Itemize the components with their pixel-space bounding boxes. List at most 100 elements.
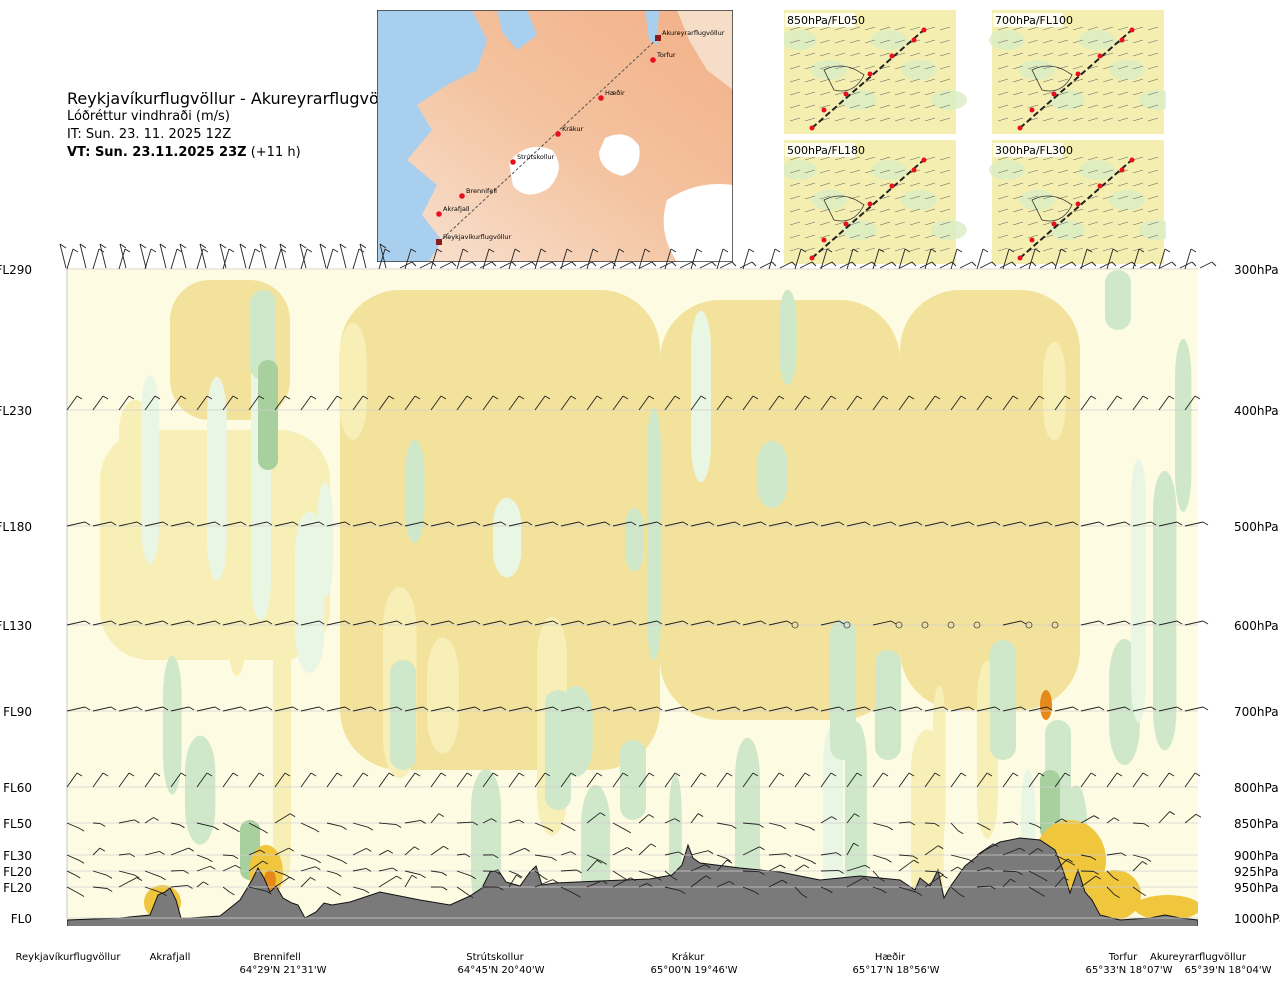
wind-barb [222, 620, 247, 626]
wind-barb [99, 243, 107, 269]
wind-barb [739, 261, 757, 269]
wind-barb [248, 706, 273, 712]
wind-barb [664, 818, 681, 824]
wind-barb [820, 521, 845, 527]
wind-barb [1184, 813, 1202, 824]
wind-barb [274, 706, 299, 712]
wind-barb [144, 521, 169, 527]
wind-barb [118, 620, 143, 626]
wind-barb [1132, 886, 1146, 897]
wind-barb [326, 248, 339, 270]
sinking-area [250, 290, 276, 380]
wind-barb [560, 851, 577, 856]
wind-barb [534, 395, 551, 411]
chart-title: Reykjavíkurflugvöllur - Akureyrarflugvöl… [67, 89, 405, 108]
wind-barb [872, 772, 889, 788]
wind-barb [898, 821, 916, 826]
level-map: 700hPa/FL100 [989, 10, 1166, 134]
wind-barb [1028, 886, 1045, 897]
wind-barb [742, 521, 767, 527]
wind-barb [664, 706, 689, 712]
wind-barb [534, 706, 559, 712]
wind-barb [820, 852, 842, 857]
wind-barb [898, 395, 915, 411]
wind-barb [898, 859, 920, 872]
flight-level-label: FL60 [3, 781, 32, 795]
wind-barb [300, 521, 325, 527]
wind-barb [1106, 886, 1120, 899]
wind-barb [924, 395, 941, 411]
wind-barb [352, 620, 377, 626]
wind-barb [352, 867, 372, 872]
wind-barb [118, 877, 143, 888]
wind-barb [118, 248, 131, 270]
wind-barb [1080, 875, 1102, 888]
wind-barb [404, 870, 426, 879]
wind-barb [794, 886, 808, 899]
wind-barb [1054, 395, 1071, 411]
wind-barb [326, 822, 347, 830]
wind-barb [742, 822, 764, 828]
wind-barb [586, 706, 611, 712]
wind-barb [222, 864, 241, 872]
wind-barb [326, 870, 342, 877]
wind-barb [586, 880, 608, 888]
pressure-level-label: 1000hPa [1234, 912, 1280, 926]
wind-barb [92, 822, 106, 827]
wind-barb [1184, 395, 1201, 411]
wind-barb [419, 261, 437, 269]
wind-barb [560, 706, 585, 712]
strong-sinking-area [258, 360, 278, 470]
wind-barb [638, 870, 662, 881]
wind-barb [924, 822, 940, 827]
wind-barb [1002, 395, 1019, 411]
wind-barb [359, 243, 367, 269]
rising-area [340, 290, 660, 770]
wind-barb [619, 261, 637, 269]
calm-wind-marker [947, 621, 955, 629]
wind-barb [664, 886, 686, 894]
wind-barb [199, 243, 207, 269]
wind-barb [352, 521, 377, 527]
wind-barb [66, 886, 85, 897]
wind-barb [1002, 847, 1026, 856]
strong-rising-area [1034, 820, 1106, 900]
wind-barb [716, 395, 733, 411]
wind-barb [430, 521, 455, 527]
wind-barb [248, 860, 268, 872]
wind-barb [719, 261, 737, 269]
wind-barb [179, 243, 187, 269]
sinking-area [1065, 785, 1088, 915]
wind-barb [768, 620, 793, 626]
wind-barb [92, 395, 109, 411]
wind-barb [66, 854, 85, 864]
wind-barb [482, 772, 499, 788]
wind-barb [560, 822, 576, 832]
pressure-level-label: 900hPa [1234, 849, 1279, 863]
wind-barb [352, 706, 377, 712]
level-map: 850hPa/FL050 [784, 10, 967, 134]
wind-barb [248, 772, 265, 788]
wind-barb [404, 772, 421, 788]
pressure-level-label: 925hPa [1234, 865, 1279, 879]
sinking-area [845, 721, 867, 915]
wind-barb [1158, 395, 1175, 411]
wind-barb [1106, 772, 1123, 788]
wind-barb [430, 772, 447, 788]
wind-barb [222, 822, 240, 833]
wind-barb [846, 864, 871, 872]
wind-barb [924, 706, 949, 712]
wind-barb [519, 261, 537, 269]
wind-barb [1002, 521, 1027, 527]
wind-barb [664, 870, 678, 881]
wind-barb [430, 845, 449, 856]
wind-barb [508, 620, 533, 626]
wind-barb [352, 886, 370, 894]
wind-barb [898, 706, 923, 712]
weak-sinking-area [1131, 459, 1146, 723]
wind-barb [196, 865, 216, 872]
level-map-label: 700hPa/FL100 [995, 14, 1073, 27]
wind-barb [378, 521, 403, 527]
wind-barb [759, 261, 777, 269]
wind-barb [742, 772, 759, 788]
